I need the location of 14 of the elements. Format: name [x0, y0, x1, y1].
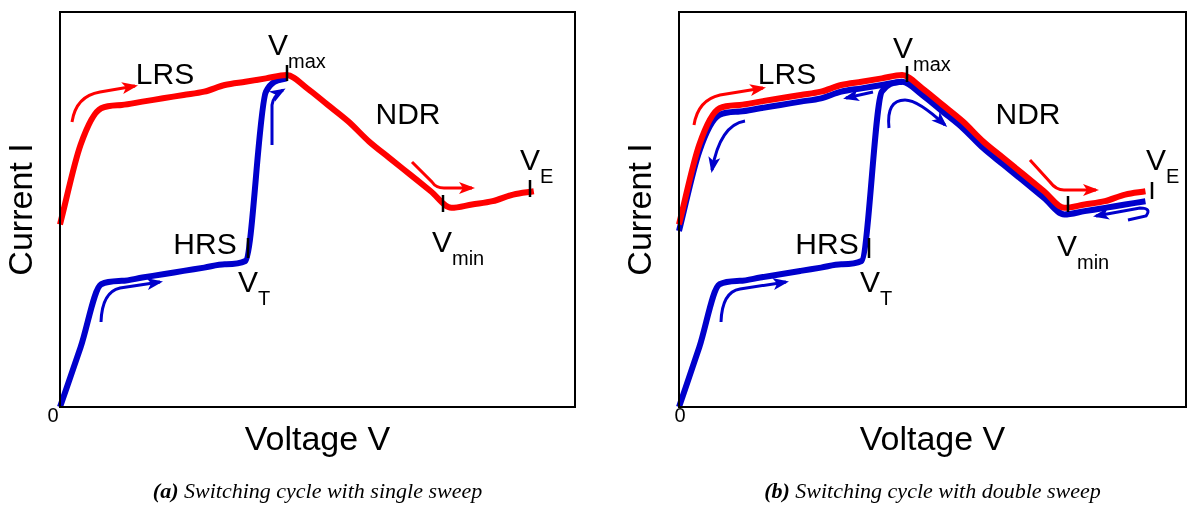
annotation: NDR [995, 97, 1061, 130]
text: (a) Switching cycle with single sweep [152, 478, 483, 503]
x-axis-title: Voltage V [244, 419, 391, 457]
x-axis-title: Voltage V [859, 419, 1006, 457]
y-axis-title: Current I [620, 143, 659, 276]
annotation: HRS [173, 227, 237, 260]
annotation: NDR [375, 97, 441, 130]
annotation: LRS [135, 57, 195, 90]
text: 0 [47, 404, 59, 426]
annotation: 0 [674, 404, 686, 426]
annotation: LRS [757, 57, 817, 90]
annotation: HRS [795, 227, 859, 260]
y-axis-title: Current I [1, 143, 40, 276]
text: (b) Switching cycle with double sweep [764, 478, 1101, 503]
